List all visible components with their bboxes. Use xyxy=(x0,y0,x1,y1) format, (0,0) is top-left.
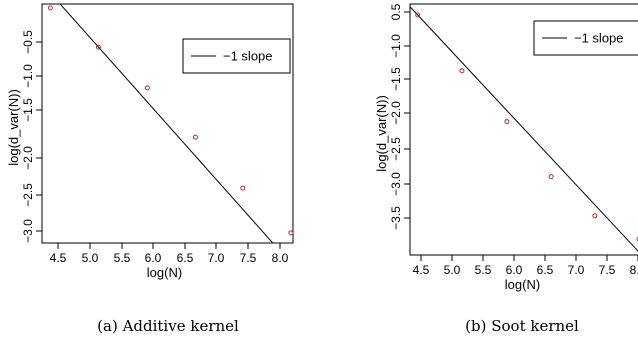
x-tick-label: 5.0 xyxy=(82,251,99,265)
figure-caption: (a) Additive kernel xyxy=(97,317,239,335)
y-tick-label: −3.0 xyxy=(389,172,403,196)
plot-frame xyxy=(41,3,294,244)
plot-content xyxy=(59,4,274,243)
y-tick-label: 0.5 xyxy=(389,3,403,20)
x-tick-label: 5.5 xyxy=(475,263,492,277)
chart-panel-b: 4.5 5.0 5.5 6.0 6.5 7.0 7.5 8.0 0.5 −1.0 −1.5 −2.0 −… xyxy=(374,3,638,335)
x-tick-label: 6.0 xyxy=(145,251,162,265)
data-point xyxy=(459,68,465,74)
y-tick-label: −2.5 xyxy=(389,137,403,161)
y-tick-label: −0.5 xyxy=(21,30,35,54)
chart-panel-a: 4.5 5.0 5.5 6.0 6.5 7.0 7.5 8.0 −0.5 −1.0 −1.5 −2.0… xyxy=(6,3,294,335)
data-point xyxy=(95,44,101,50)
plot-content xyxy=(410,6,638,252)
y-tick-label: −3.5 xyxy=(389,206,403,230)
y-tick-label: −1.0 xyxy=(389,34,403,58)
data-point xyxy=(240,185,246,191)
y-tick-label: −2.0 xyxy=(21,146,35,170)
x-tick-label: 7.0 xyxy=(568,263,585,277)
legend-label: −1 slope xyxy=(574,31,624,46)
x-axis-title: log(N) xyxy=(147,265,182,280)
y-tick-label: −2.5 xyxy=(21,183,35,207)
x-tick-label: 6.5 xyxy=(177,251,194,265)
data-point xyxy=(548,174,554,180)
data-point xyxy=(288,230,294,236)
y-axis-title: log(d_var(N)) xyxy=(6,89,21,166)
slope-line xyxy=(410,6,638,252)
legend-label: −1 slope xyxy=(223,49,273,64)
data-point xyxy=(192,134,198,140)
y-tick-label: −3.0 xyxy=(21,219,35,243)
x-tick-label: 4.5 xyxy=(50,251,67,265)
data-point xyxy=(592,213,598,219)
y-axis-title: log(d_var(N)) xyxy=(374,95,389,172)
plot-frame xyxy=(409,3,638,256)
slope-line xyxy=(59,4,274,243)
x-tick-label: 8.0 xyxy=(630,263,638,277)
x-tick-label: 5.5 xyxy=(114,251,131,265)
x-tick-label: 6.5 xyxy=(537,263,554,277)
figure-caption: (b) Soot kernel xyxy=(465,317,579,335)
data-point xyxy=(415,12,421,18)
y-tick-label: −2.0 xyxy=(389,101,403,125)
x-tick-label: 7.5 xyxy=(599,263,616,277)
x-tick-label: 5.0 xyxy=(444,263,461,277)
x-tick-label: 7.5 xyxy=(240,251,257,265)
data-point xyxy=(504,119,510,125)
x-tick-label: 4.5 xyxy=(413,263,430,277)
data-point xyxy=(144,85,150,91)
x-axis-title: log(N) xyxy=(505,277,540,292)
x-tick-label: 6.0 xyxy=(506,263,523,277)
x-tick-label: 7.0 xyxy=(208,251,225,265)
data-point xyxy=(636,236,638,242)
y-tick-label: −1.5 xyxy=(389,67,403,91)
y-tick-label: −1.5 xyxy=(21,98,35,122)
x-tick-label: 8.0 xyxy=(272,251,289,265)
data-point xyxy=(47,5,53,11)
y-tick-label: −1.0 xyxy=(21,64,35,88)
